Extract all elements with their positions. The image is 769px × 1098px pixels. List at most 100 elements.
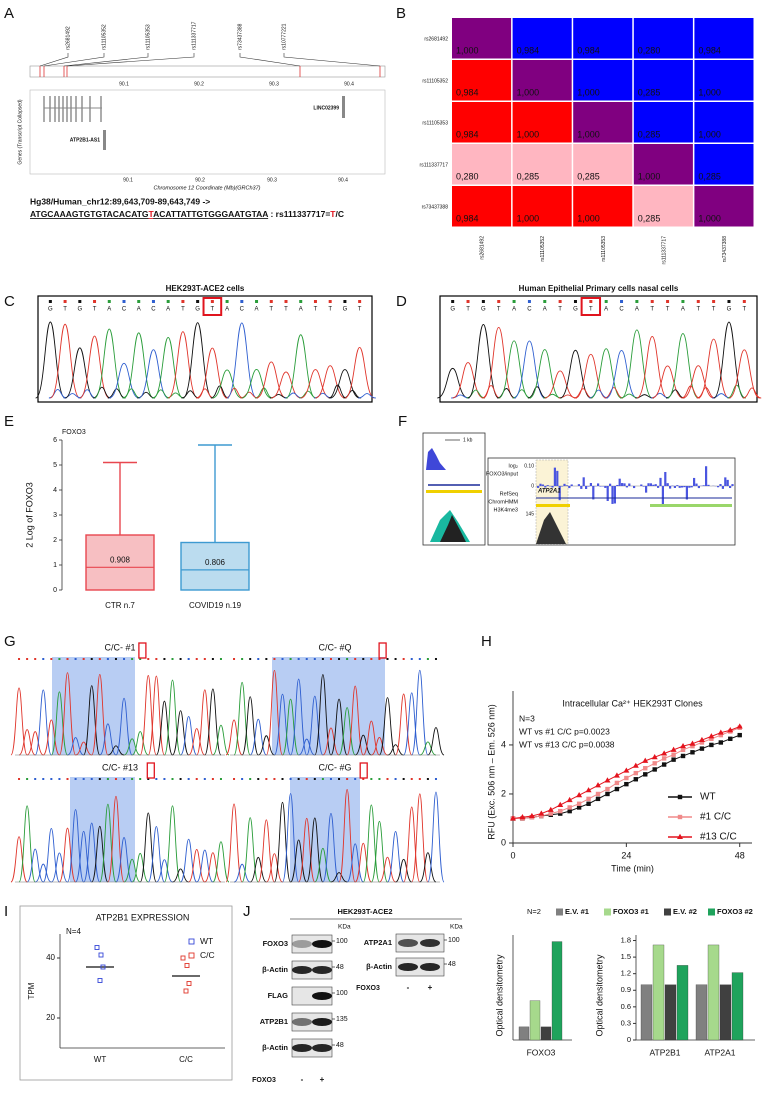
base-letter: T <box>328 307 332 313</box>
signal <box>613 486 616 504</box>
marker <box>623 767 630 773</box>
trace-peak <box>590 348 622 399</box>
base-tick <box>195 778 198 780</box>
y-tick-label: 0 <box>627 1035 631 1044</box>
trace-peak <box>378 697 397 756</box>
point <box>100 964 106 970</box>
track-tick: 0 <box>531 483 534 489</box>
cell-label: 1,000 <box>698 129 721 139</box>
snp-note: : rs111337717= <box>268 209 330 219</box>
base-letter: G <box>343 307 348 313</box>
gene <box>103 130 106 150</box>
trace-peak <box>682 365 714 399</box>
trace-peak <box>50 691 68 756</box>
marker <box>671 752 676 757</box>
legend-label: FOXO3 #1 <box>613 907 649 916</box>
median-label: 0.908 <box>110 555 131 564</box>
trace-peak <box>182 322 213 399</box>
ld-link <box>43 53 105 67</box>
base-tick <box>74 658 77 660</box>
trace-peak <box>83 822 101 883</box>
marker <box>661 762 667 767</box>
cell-label: 1,000 <box>577 129 600 139</box>
panel-label: J <box>243 903 251 920</box>
signal <box>633 486 636 489</box>
signal <box>440 515 466 542</box>
signal <box>707 484 710 486</box>
snp-label: rs2681492 <box>65 26 71 50</box>
traces <box>225 669 445 756</box>
blot-row-label: ATP2B1 <box>260 1017 288 1026</box>
base-tick <box>386 778 389 780</box>
signal <box>568 486 571 489</box>
trace-peak <box>527 386 547 399</box>
trace-peak <box>79 335 110 399</box>
trace-peak <box>67 809 85 883</box>
marker <box>624 781 629 787</box>
base-tick <box>346 658 349 660</box>
base-tick <box>42 658 45 660</box>
lane-label: - <box>301 1075 304 1084</box>
cell-label: 0,285 <box>698 171 721 181</box>
base-letter: T <box>181 307 185 313</box>
base-letter: A <box>604 307 608 313</box>
legend-swatch <box>556 908 563 916</box>
x-tick-label: 90.1 <box>119 81 129 87</box>
base-tick <box>58 778 61 780</box>
marker <box>643 772 648 777</box>
base-tick <box>289 658 292 660</box>
row-label: rs11105353 <box>422 120 448 126</box>
base-tick <box>573 300 577 303</box>
base-tick <box>171 778 174 780</box>
highlight-region <box>290 777 360 882</box>
annotation: N=4 <box>66 927 81 936</box>
heat-cell <box>573 102 633 143</box>
trace-peak <box>147 675 165 756</box>
marker <box>548 811 553 816</box>
base-tick <box>249 658 252 660</box>
trace-peak <box>498 340 530 399</box>
base-tick <box>269 300 273 303</box>
marker-label: 48 <box>448 961 456 968</box>
x-tick-label: 90.4 <box>338 177 348 183</box>
track-label: H3K4me3 <box>494 507 518 513</box>
y-tick-label: 1.8 <box>621 936 631 945</box>
marker <box>727 727 734 733</box>
snp-label: rs111337717 <box>191 21 197 50</box>
trace-peak <box>713 321 745 399</box>
signal <box>604 486 607 488</box>
panel-frame <box>19 905 233 1081</box>
base-tick <box>179 778 182 780</box>
bar <box>695 984 708 1041</box>
signal <box>592 486 595 500</box>
base-letter: A <box>225 307 229 313</box>
marker <box>595 782 602 788</box>
base-tick <box>163 778 166 780</box>
y-tick-label: 0 <box>501 837 506 847</box>
trace-peak <box>163 805 182 883</box>
marker <box>642 757 649 763</box>
highlight-box <box>146 762 155 779</box>
snp-note: T <box>330 209 336 219</box>
trace-peak <box>575 353 607 399</box>
blot-row-label: FOXO3 <box>263 939 288 948</box>
signal <box>669 486 672 489</box>
base-tick <box>106 658 109 660</box>
heat-cell <box>633 144 693 185</box>
trace-peak <box>75 741 92 756</box>
point <box>186 981 192 986</box>
signal <box>621 483 624 486</box>
base-letter: T <box>558 307 562 313</box>
trace-peak <box>621 329 653 399</box>
trace-peak <box>358 393 376 399</box>
panel-label: H <box>481 633 492 650</box>
track-label: RefSeq <box>500 491 518 497</box>
trace-peak <box>107 745 125 756</box>
panel-label: A <box>4 5 14 22</box>
base-letter: T <box>497 307 501 313</box>
y-axis-label: 2 Log of FOXO3 <box>24 482 34 548</box>
trace-peak <box>395 693 413 756</box>
heat-cell <box>633 18 693 59</box>
base-tick <box>98 778 101 780</box>
base-tick <box>273 658 276 660</box>
